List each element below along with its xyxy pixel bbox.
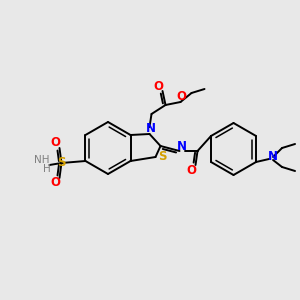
Text: O: O — [176, 90, 187, 103]
Text: N: N — [176, 140, 187, 152]
Text: O: O — [50, 176, 61, 190]
Text: NH: NH — [34, 155, 49, 165]
Text: S: S — [57, 157, 66, 169]
Text: H: H — [43, 164, 50, 174]
Text: O: O — [50, 136, 61, 149]
Text: S: S — [158, 149, 167, 163]
Text: N: N — [268, 149, 278, 163]
Text: O: O — [187, 164, 196, 176]
Text: N: N — [146, 122, 155, 135]
Text: O: O — [154, 80, 164, 92]
